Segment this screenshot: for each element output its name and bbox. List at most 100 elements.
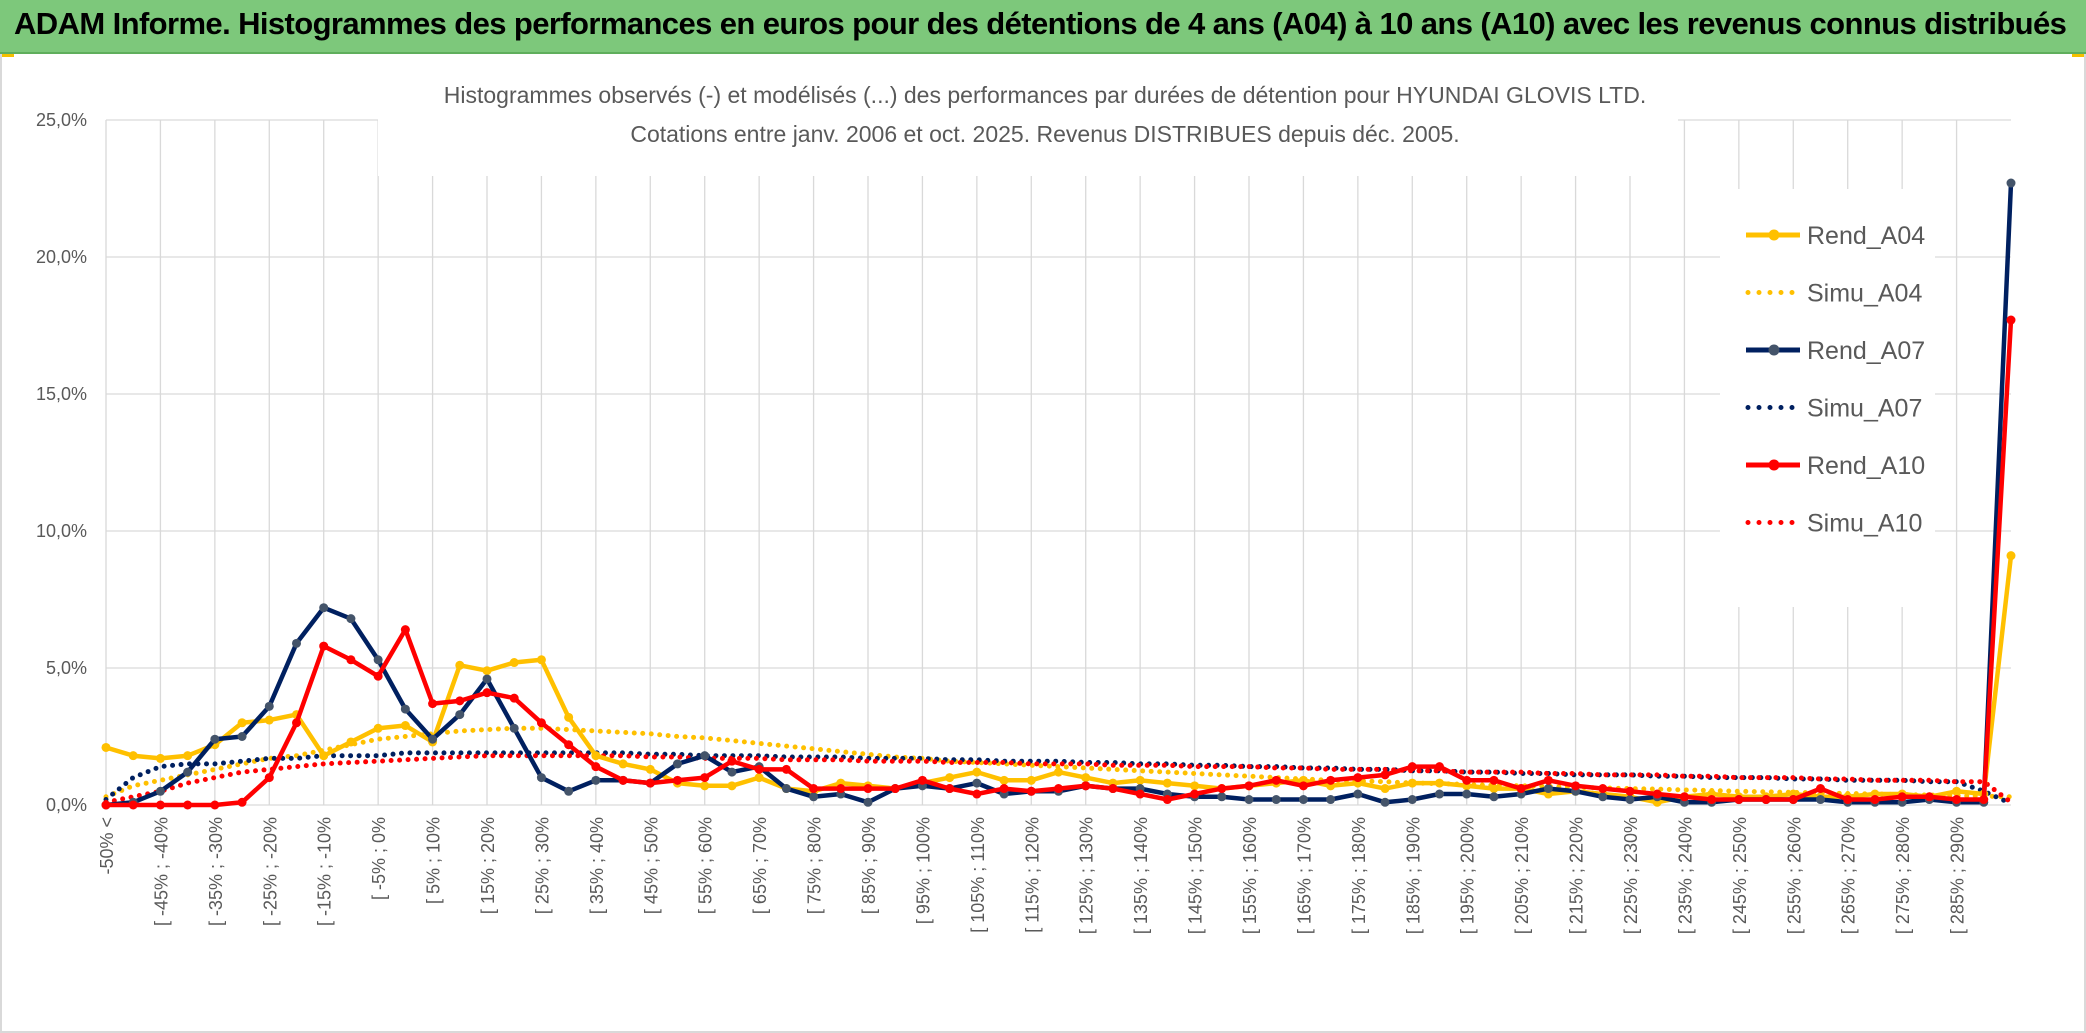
data-point-Rend_A07 xyxy=(455,710,465,720)
x-tick-label: [ 75% ; 80% xyxy=(805,817,825,914)
data-point-Rend_A07 xyxy=(727,767,737,777)
data-point-Rend_A07 xyxy=(346,614,356,624)
data-point-Rend_A10 xyxy=(564,740,574,750)
data-point-Rend_A07 xyxy=(1625,795,1635,805)
data-point-Rend_A10 xyxy=(536,718,546,728)
x-tick-label: [ 45% ; 50% xyxy=(641,817,661,914)
data-point-Rend_A04 xyxy=(945,773,955,783)
data-point-Rend_A04 xyxy=(645,764,655,774)
x-tick-label: -50% < xyxy=(97,817,117,875)
data-point-Rend_A10 xyxy=(1489,775,1499,785)
data-point-Rend_A07 xyxy=(1217,792,1227,802)
series-Rend_A10 xyxy=(101,315,2016,810)
data-point-Rend_A10 xyxy=(1761,795,1771,805)
x-tick-label: [ 35% ; 40% xyxy=(587,817,607,914)
data-point-Rend_A04 xyxy=(1190,781,1200,791)
x-tick-label: [ 5% ; 10% xyxy=(424,817,444,904)
data-point-Rend_A04 xyxy=(319,751,329,761)
data-point-Rend_A10 xyxy=(1598,784,1608,794)
data-point-Rend_A10 xyxy=(400,625,410,635)
data-point-Rend_A04 xyxy=(1489,784,1499,794)
x-tick-label: [ 15% ; 20% xyxy=(478,817,498,914)
data-point-Rend_A10 xyxy=(1108,784,1118,794)
data-point-Rend_A04 xyxy=(2006,551,2016,561)
data-point-Rend_A10 xyxy=(1679,792,1689,802)
data-point-Rend_A07 xyxy=(292,638,301,648)
data-point-Rend_A10 xyxy=(319,641,329,651)
x-tick-label: [ 95% ; 100% xyxy=(913,817,933,924)
x-tick-label: [ 125% ; 130% xyxy=(1077,817,1097,934)
data-point-Rend_A10 xyxy=(428,699,438,709)
data-point-Rend_A10 xyxy=(1870,795,1880,805)
data-point-Rend_A10 xyxy=(1924,792,1934,802)
data-point-Rend_A10 xyxy=(781,764,791,774)
data-point-Rend_A07 xyxy=(564,786,574,796)
data-point-Rend_A04 xyxy=(1135,775,1145,785)
data-point-Rend_A10 xyxy=(917,775,927,785)
data-point-Rend_A04 xyxy=(455,660,465,670)
data-point-Rend_A07 xyxy=(591,775,601,785)
data-point-Rend_A10 xyxy=(292,718,301,728)
data-point-Rend_A04 xyxy=(155,753,165,763)
legend-label: Rend_A04 xyxy=(1807,222,1925,250)
x-axis-tick-labels: -50% < [ -45% ; -40% [ -35% ; -30% [ -25% ;… xyxy=(97,817,1968,934)
data-point-Rend_A10 xyxy=(1652,789,1662,799)
corner-accent-top-left xyxy=(0,54,14,57)
data-point-Rend_A04 xyxy=(1435,778,1444,788)
data-point-Rend_A04 xyxy=(509,658,519,668)
data-point-Rend_A07 xyxy=(536,773,546,783)
data-point-Rend_A04 xyxy=(1952,786,1962,796)
data-point-Rend_A10 xyxy=(1217,784,1227,794)
legend-marker xyxy=(1768,229,1780,241)
data-point-Rend_A04 xyxy=(1081,773,1091,783)
x-tick-label: [ 245% ; 250% xyxy=(1730,817,1750,934)
data-point-Rend_A04 xyxy=(400,721,410,731)
data-point-Rend_A07 xyxy=(1326,795,1336,805)
x-tick-label: [ 25% ; 30% xyxy=(532,817,552,914)
legend-label: Rend_A10 xyxy=(1807,452,1925,480)
legend-item-Rend_A10: Rend_A10 xyxy=(1746,452,1925,480)
legend-label: Simu_A07 xyxy=(1807,395,1922,423)
corner-accent-top-right xyxy=(2072,54,2086,57)
data-point-Rend_A10 xyxy=(1816,784,1825,794)
data-point-Rend_A07 xyxy=(673,759,682,769)
data-point-Rend_A10 xyxy=(1081,781,1091,791)
data-point-Rend_A10 xyxy=(1571,781,1581,791)
data-point-Rend_A10 xyxy=(1026,786,1036,796)
data-point-Rend_A07 xyxy=(1489,792,1499,802)
data-point-Rend_A10 xyxy=(836,784,846,794)
data-point-Rend_A04 xyxy=(618,759,628,769)
series-Simu_A07 xyxy=(103,750,2014,807)
data-point-Rend_A07 xyxy=(1244,795,1254,805)
data-point-Rend_A10 xyxy=(183,800,193,810)
data-point-Rend_A10 xyxy=(809,784,819,794)
data-point-Rend_A10 xyxy=(1135,789,1145,799)
data-point-Rend_A10 xyxy=(999,784,1009,794)
report-title: ADAM Informe. Histogrammes des performan… xyxy=(14,6,2067,41)
data-point-Rend_A04 xyxy=(754,773,764,783)
legend-item-Rend_A04: Rend_A04 xyxy=(1746,222,1925,250)
data-point-Rend_A07 xyxy=(1298,795,1308,805)
x-tick-label: [ 275% ; 280% xyxy=(1893,817,1913,934)
data-point-Rend_A10 xyxy=(945,784,955,794)
data-point-Rend_A10 xyxy=(1979,795,1989,805)
data-point-Rend_A10 xyxy=(482,688,492,698)
data-point-Rend_A10 xyxy=(972,789,982,799)
x-tick-label: [ 55% ; 60% xyxy=(696,817,716,914)
legend-item-Simu_A10: Simu_A10 xyxy=(1745,510,1922,538)
data-point-Rend_A07 xyxy=(1543,784,1553,794)
legend-label: Rend_A07 xyxy=(1807,337,1925,365)
x-tick-label: [ -15% ; -10% xyxy=(315,817,335,926)
x-tick-label: [ 155% ; 160% xyxy=(1240,817,1260,934)
data-point-Rend_A04 xyxy=(972,767,982,777)
series-line-Simu_A10 xyxy=(103,753,2014,805)
data-point-Rend_A10 xyxy=(1435,762,1444,772)
data-point-Rend_A10 xyxy=(128,800,138,810)
chart-legend: Rend_A04 Simu_A04 Rend_A07 Simu_A07 Rend_A10… xyxy=(1720,189,1935,607)
y-tick-label: 10,0% xyxy=(36,521,87,541)
data-point-Rend_A10 xyxy=(1843,795,1853,805)
data-point-Rend_A07 xyxy=(2006,178,2016,188)
x-tick-label: [ 115% ; 120% xyxy=(1022,817,1042,933)
x-tick-label: [ 105% ; 110% xyxy=(968,817,988,933)
data-point-Rend_A10 xyxy=(754,764,764,774)
